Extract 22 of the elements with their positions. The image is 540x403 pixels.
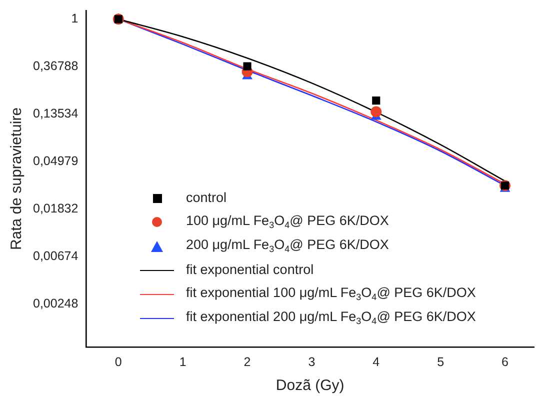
x-tick-label: 1 (179, 354, 186, 369)
x-tick-label: 6 (502, 354, 509, 369)
y-tick-label: 0,36788 (32, 59, 78, 74)
y-tick-label: 0,00674 (32, 248, 78, 263)
y-tick-label: 0,00248 (32, 296, 78, 310)
y-tick-label: 0,04979 (32, 154, 78, 168)
y-axis-title: Rata de supravietuire (8, 107, 26, 250)
legend-label: 200 μg/mL Fe$_{3}$O$_{4}$@ PEG 6K/DOX (186, 237, 389, 254)
legend-label: control (186, 190, 227, 206)
legend-label: fit exponential 100 μg/mL Fe$_{3}$O$_{4}$@ PEG 6K/DOX (186, 285, 476, 302)
x-tick-label: 5 (437, 354, 444, 369)
x-tick-label: 2 (244, 354, 251, 369)
x-axis-title: Dozã (Gy) (276, 377, 344, 394)
x-tick-label: 3 (308, 354, 316, 369)
y-tick-label: 1 (71, 12, 78, 26)
legend-label: fit exponential 200 μg/mL Fe$_{3}$O$_{4}$@ PEG 6K/DOX (186, 309, 476, 326)
x-tick-label: 0 (114, 354, 122, 369)
y-tick-label: 0,13534 (32, 106, 78, 121)
y-tick-label: 0,01832 (32, 201, 78, 216)
x-tick-label: 4 (372, 354, 380, 369)
legend-label: 100 μg/mL Fe$_{3}$O$_{4}$@ PEG 6K/DOX (186, 213, 389, 230)
legend-label: fit exponential control (186, 262, 314, 278)
